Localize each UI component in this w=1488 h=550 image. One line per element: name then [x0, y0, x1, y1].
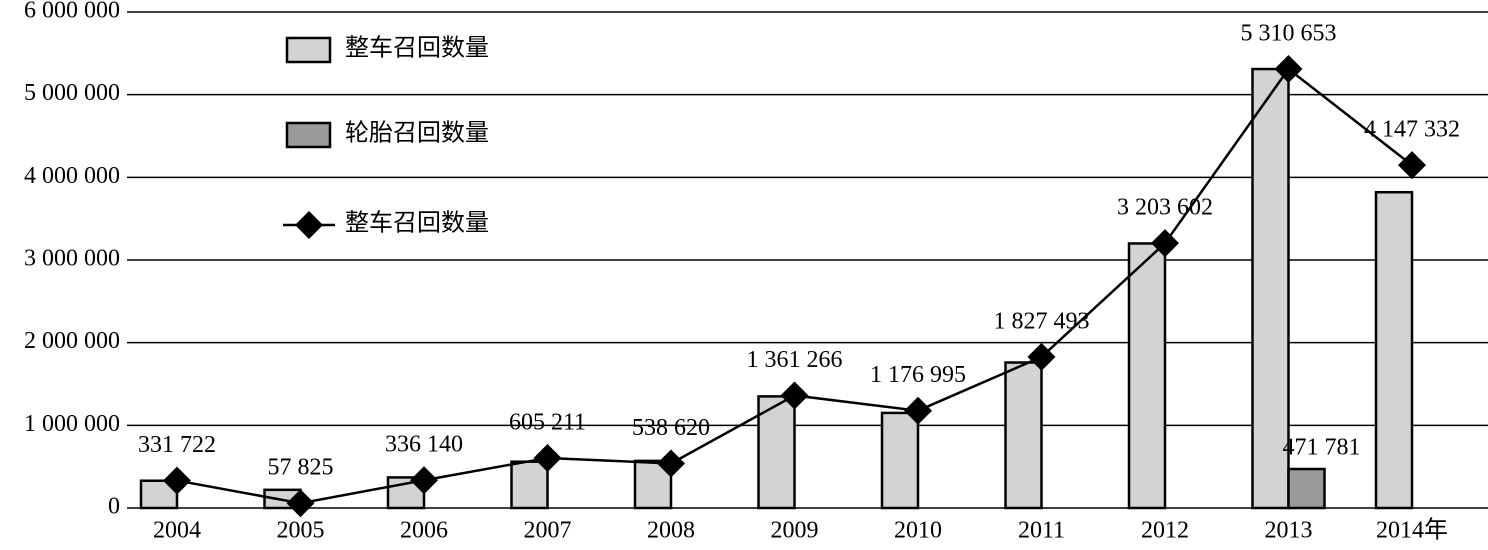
bar [1004, 361, 1043, 510]
legend-label: 轮胎召回数量 [345, 120, 489, 147]
value-label: 57 825 [268, 455, 334, 481]
line-marker [163, 466, 191, 495]
value-label: 3 203 602 [1117, 195, 1213, 221]
y-tick-label: 0 [108, 494, 120, 520]
legend-label: 整车召回数量 [345, 35, 489, 62]
x-tick-label: 2006 [400, 518, 448, 544]
x-tick-label: 2014年 [1376, 517, 1448, 544]
line-marker [1398, 151, 1426, 180]
value-label: 4 147 332 [1364, 117, 1460, 143]
line-marker [1274, 54, 1303, 83]
bar [880, 411, 920, 510]
y-tick-label: 4 000 000 [24, 163, 120, 189]
x-tick-label: 2010 [894, 518, 942, 544]
line-marker [286, 489, 315, 518]
x-tick-label: 2009 [771, 518, 819, 544]
x-tick-label: 2013 [1265, 518, 1313, 544]
line-marker [780, 381, 809, 410]
x-tick-label: 2007 [524, 518, 572, 544]
value-label: 1 176 995 [870, 362, 966, 388]
bar [757, 395, 796, 510]
value-label: 1 361 266 [747, 347, 843, 373]
x-tick-label: 2005 [277, 518, 325, 544]
value-label: 331 722 [138, 432, 216, 458]
y-tick-label: 6 000 000 [24, 0, 120, 24]
line-marker [533, 443, 562, 472]
line-marker [904, 396, 932, 425]
legend-key [285, 36, 332, 64]
line-marker [1027, 342, 1056, 371]
value-label: 605 211 [509, 409, 586, 435]
bar [510, 460, 549, 510]
value-label: 471 781 [1283, 434, 1361, 460]
line-marker [657, 449, 685, 478]
value-label: 336 140 [385, 432, 463, 458]
x-tick-label: 2004 [153, 518, 201, 544]
line-marker [410, 466, 438, 495]
bar [1287, 467, 1326, 510]
legend-key [285, 121, 332, 149]
bar [1127, 242, 1167, 510]
legend-key [295, 211, 323, 239]
bar [1374, 190, 1414, 510]
value-label: 1 827 493 [994, 308, 1090, 334]
y-tick-label: 5 000 000 [24, 80, 120, 106]
line-marker [1151, 229, 1179, 258]
y-tick-label: 1 000 000 [24, 411, 120, 437]
bar [1251, 67, 1290, 510]
x-tick-label: 2012 [1141, 518, 1189, 544]
y-tick-label: 3 000 000 [24, 246, 120, 272]
x-tick-label: 2008 [647, 518, 695, 544]
value-label: 5 310 653 [1241, 20, 1337, 46]
legend-label: 整车召回数量 [345, 210, 489, 237]
x-tick-label: 2011 [1018, 518, 1065, 544]
y-tick-label: 2 000 000 [24, 328, 120, 354]
value-label: 538 620 [632, 415, 710, 441]
